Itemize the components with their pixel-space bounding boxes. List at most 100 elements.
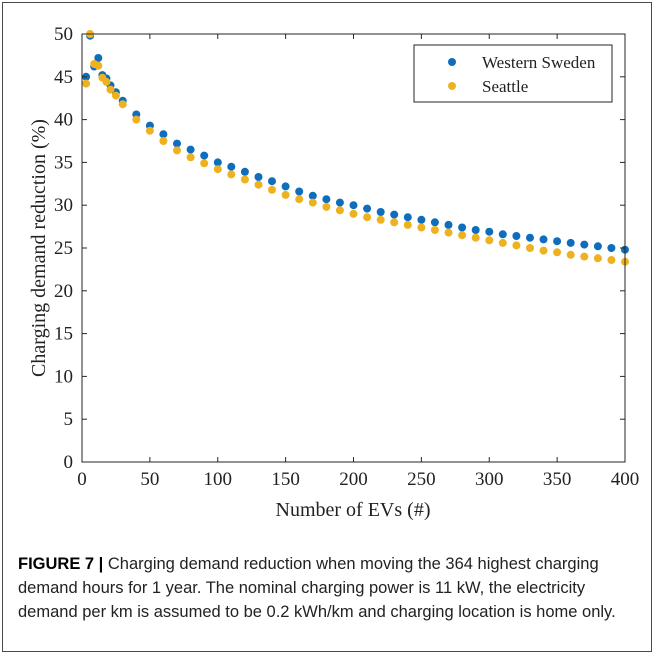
point-western-sweden — [186, 145, 195, 154]
point-western-sweden — [539, 235, 548, 244]
point-western-sweden — [471, 226, 480, 234]
point-western-sweden — [240, 167, 249, 176]
point-western-sweden — [254, 173, 263, 181]
point-western-sweden — [498, 230, 507, 239]
point-western-sweden — [295, 187, 304, 196]
x-tick-label: 350 — [543, 469, 572, 490]
x-tick-label: 400 — [611, 469, 640, 490]
point-seattle — [308, 198, 317, 207]
point-seattle — [593, 254, 602, 263]
point-seattle — [145, 126, 154, 135]
y-tick-label: 20 — [54, 281, 73, 302]
legend: Western Sweden Seattle — [413, 44, 613, 103]
x-axis-ticks: 0 50 100 150 200 250 300 350 400 — [77, 34, 639, 490]
y-tick-label: 0 — [64, 452, 74, 473]
point-seattle — [268, 185, 276, 194]
y-tick-label: 30 — [54, 195, 73, 216]
point-western-sweden — [430, 218, 439, 227]
point-seattle — [498, 238, 507, 247]
y-tick-label: 10 — [54, 366, 73, 387]
point-seattle — [254, 180, 263, 189]
y-tick-label: 50 — [54, 24, 73, 45]
point-seattle — [539, 246, 548, 255]
point-western-sweden — [376, 208, 385, 216]
point-western-sweden — [363, 204, 372, 213]
x-axis-label: Number of EVs (#) — [276, 499, 431, 521]
legend-box — [413, 44, 613, 103]
point-seattle — [186, 153, 195, 162]
point-seattle — [363, 213, 372, 222]
point-western-sweden — [403, 213, 412, 222]
x-tick-label: 0 — [77, 469, 87, 490]
legend-label-seattle: Seattle — [482, 77, 528, 96]
point-seattle — [227, 170, 236, 179]
point-western-sweden — [308, 191, 317, 200]
point-seattle — [376, 215, 385, 224]
x-tick-label: 300 — [475, 469, 504, 490]
point-western-sweden — [593, 242, 602, 251]
point-western-sweden — [417, 215, 426, 224]
point-seattle — [417, 223, 426, 232]
y-tick-label: 5 — [64, 409, 74, 430]
scatter-chart: 0 50 100 150 200 250 300 350 400 0 5 10 15 20 25 30 35 4… — [28, 24, 639, 521]
point-seattle — [566, 250, 575, 259]
point-western-sweden — [607, 244, 616, 252]
point-western-sweden — [200, 151, 209, 160]
legend-marker-western-sweden — [448, 58, 456, 66]
point-seattle — [281, 190, 290, 199]
point-seattle — [240, 175, 249, 184]
point-western-sweden — [444, 220, 453, 229]
point-western-sweden — [512, 232, 521, 240]
point-western-sweden — [553, 237, 562, 246]
point-western-sweden — [281, 182, 290, 191]
point-western-sweden — [485, 227, 494, 236]
point-seattle — [213, 165, 222, 174]
point-seattle — [106, 85, 115, 94]
caption-text: Charging demand reduction when moving th… — [18, 555, 616, 621]
point-western-sweden — [173, 139, 181, 148]
point-seattle — [471, 233, 480, 242]
x-tick-label: 200 — [339, 469, 368, 490]
point-western-sweden — [458, 223, 467, 232]
point-western-sweden — [526, 233, 534, 242]
point-western-sweden — [580, 240, 589, 249]
y-tick-label: 35 — [54, 152, 73, 173]
figure-caption: FIGURE 7 | Charging demand reduction whe… — [18, 552, 638, 624]
point-seattle — [580, 252, 589, 261]
x-tick-label: 250 — [407, 469, 436, 490]
point-seattle — [173, 146, 181, 155]
x-tick-label: 150 — [271, 469, 300, 490]
point-seattle — [111, 91, 120, 100]
point-seattle — [430, 226, 439, 234]
point-seattle — [118, 100, 127, 109]
point-western-sweden — [390, 210, 399, 219]
point-seattle — [458, 231, 467, 240]
point-western-sweden — [349, 201, 358, 210]
point-western-sweden — [213, 158, 222, 167]
point-seattle — [200, 159, 209, 168]
point-western-sweden — [227, 162, 236, 171]
legend-label-western-sweden: Western Sweden — [482, 53, 596, 72]
point-seattle — [485, 236, 494, 245]
point-western-sweden — [94, 54, 103, 62]
point-seattle — [82, 79, 91, 88]
point-seattle — [512, 241, 521, 250]
point-seattle — [295, 195, 304, 204]
point-seattle — [403, 220, 412, 229]
point-seattle — [553, 248, 562, 257]
point-western-sweden — [159, 130, 168, 139]
point-western-sweden — [322, 195, 331, 204]
point-seattle — [159, 137, 168, 145]
y-tick-label: 25 — [54, 238, 73, 259]
point-seattle — [607, 256, 616, 264]
point-seattle — [94, 61, 103, 70]
point-western-sweden — [566, 238, 575, 247]
point-seattle — [335, 206, 344, 215]
point-seattle — [349, 209, 358, 218]
x-tick-label: 100 — [204, 469, 233, 490]
point-seattle — [390, 218, 399, 227]
point-seattle — [322, 202, 331, 211]
y-axis-ticks: 0 5 10 15 20 25 30 35 40 45 50 — [54, 24, 625, 473]
y-tick-label: 45 — [54, 67, 73, 88]
